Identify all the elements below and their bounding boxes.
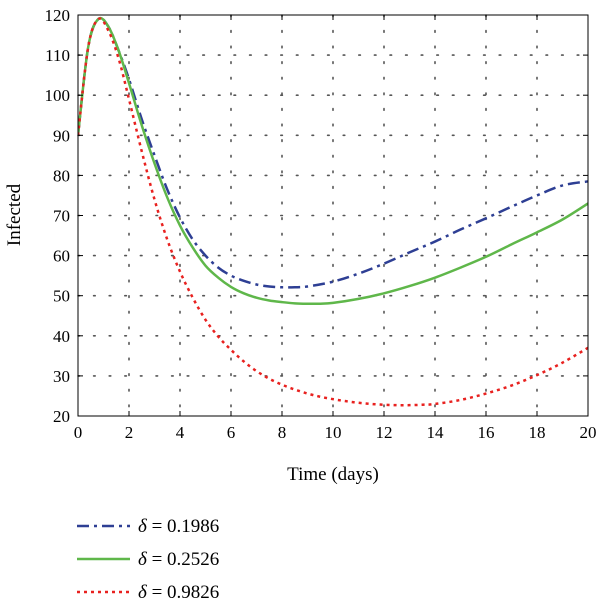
- series-line-2: [78, 16, 588, 306]
- x-tick-label: 6: [227, 423, 236, 442]
- legend-label-3: δ = 0.9826: [138, 582, 219, 603]
- x-tick-label: 16: [478, 423, 495, 442]
- legend-symbol: δ: [138, 582, 148, 603]
- y-tick-label: 90: [53, 126, 70, 145]
- y-tick-label: 100: [45, 86, 71, 105]
- y-tick-label: 70: [53, 207, 70, 226]
- series-line-3: [78, 17, 588, 407]
- legend-symbol: δ: [138, 516, 148, 537]
- legend-label-1: δ = 0.1986: [138, 516, 219, 537]
- x-tick-label: 20: [580, 423, 597, 442]
- plot-frame: [77, 14, 589, 417]
- series-lines: [78, 16, 588, 407]
- x-tick-label: 4: [176, 423, 185, 442]
- x-tick-label: 10: [325, 423, 342, 442]
- legend-value: = 0.9826: [147, 582, 219, 603]
- y-tick-label: 120: [45, 6, 71, 25]
- x-tick-label: 18: [529, 423, 546, 442]
- legend-value: = 0.1986: [147, 516, 219, 537]
- y-tick-label: 50: [53, 287, 70, 306]
- y-tick-label: 80: [53, 166, 70, 185]
- legend-label-2: δ = 0.2526: [138, 549, 219, 570]
- y-tick-label: 20: [53, 407, 70, 426]
- axis-ticks: 0 2 4 6 8 10 12 14 16 18 20 20 30 40 50 60 70 80 90 100 110 1…: [45, 6, 597, 442]
- x-axis-title: Time (days): [287, 464, 379, 485]
- y-tick-label: 110: [45, 46, 70, 65]
- x-tick-label: 12: [376, 423, 393, 442]
- series-line-1: [78, 16, 588, 289]
- y-axis-title: Infected: [4, 183, 25, 246]
- x-tick-label: 2: [125, 423, 134, 442]
- y-tick-label: 60: [53, 247, 70, 266]
- y-tick-label: 40: [53, 327, 70, 346]
- legend-symbol: δ: [138, 549, 148, 570]
- grid: [77, 14, 589, 417]
- y-tick-label: 30: [53, 367, 70, 386]
- legend-value: = 0.2526: [147, 549, 219, 570]
- x-tick-label: 14: [427, 423, 445, 442]
- x-tick-label: 8: [278, 423, 287, 442]
- x-tick-label: 0: [74, 423, 83, 442]
